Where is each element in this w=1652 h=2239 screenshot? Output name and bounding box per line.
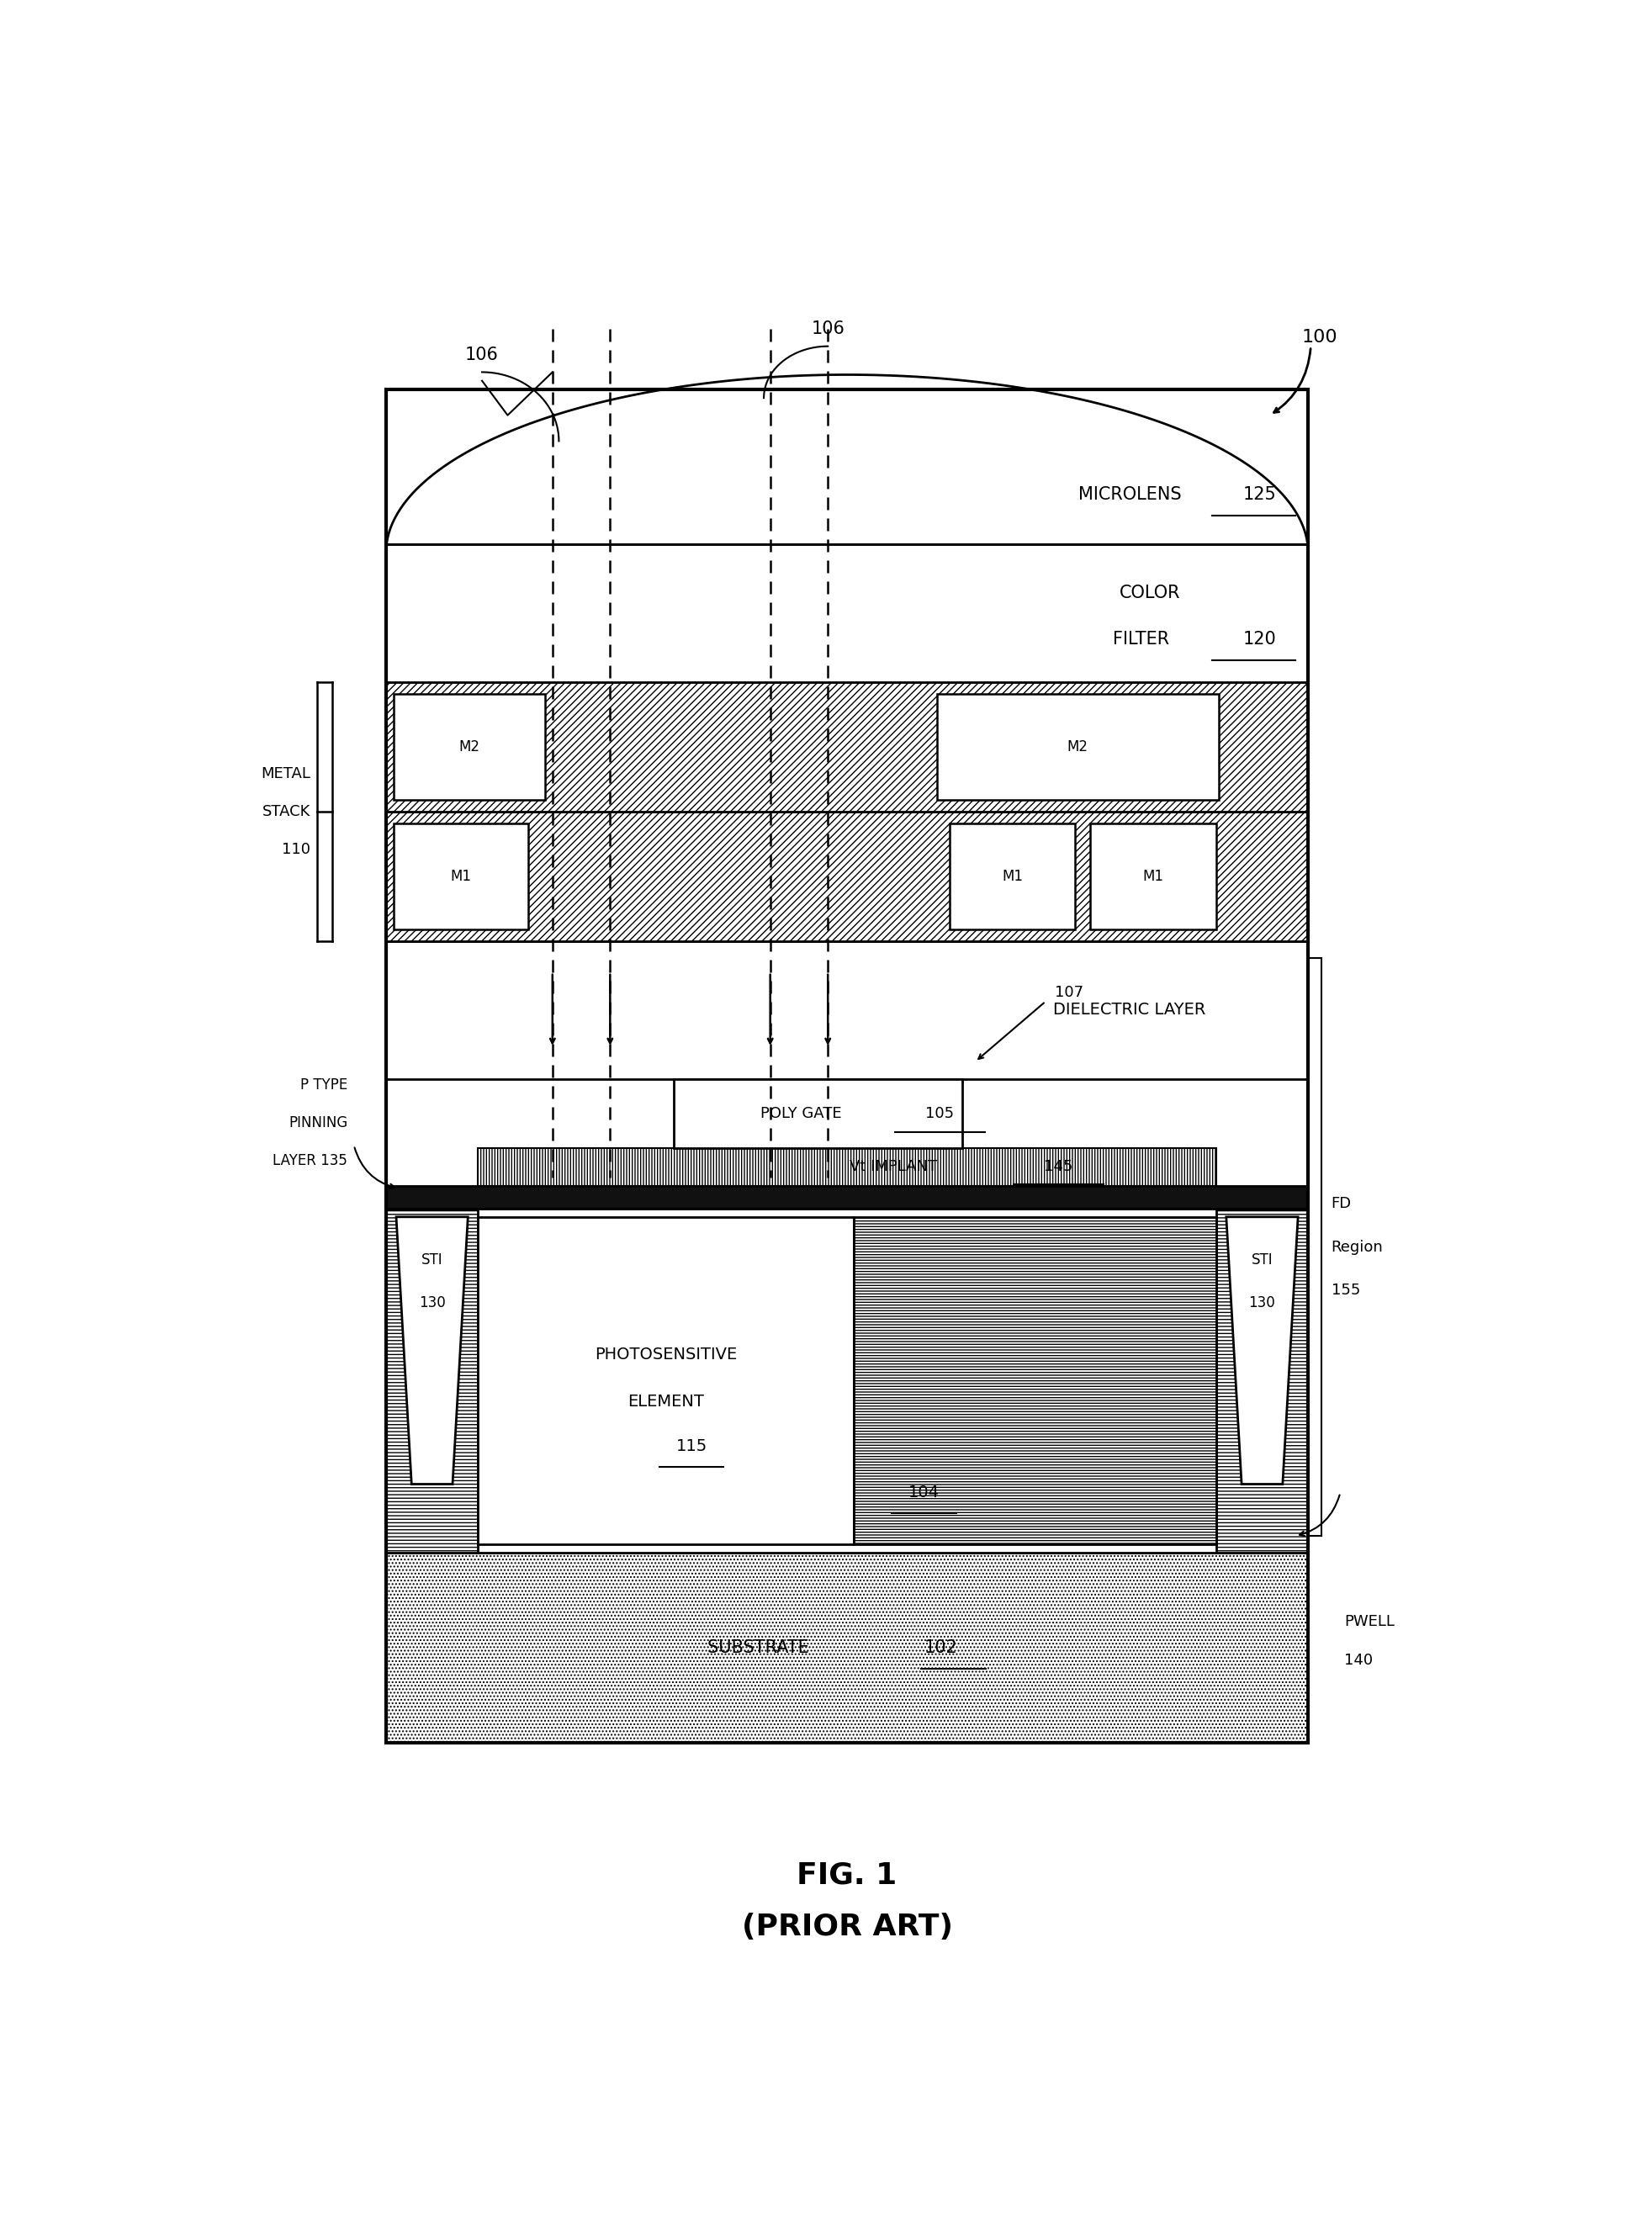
Text: Vt IMPLANT: Vt IMPLANT xyxy=(849,1160,947,1175)
Bar xyxy=(387,1209,1308,1554)
Text: M1: M1 xyxy=(449,869,471,884)
Bar xyxy=(387,813,1308,940)
Text: 105: 105 xyxy=(925,1106,953,1122)
Bar xyxy=(387,1554,1308,1742)
Bar xyxy=(1216,1209,1308,1554)
Text: 120: 120 xyxy=(1242,631,1275,647)
Text: METAL: METAL xyxy=(261,766,311,781)
Text: M2: M2 xyxy=(459,739,479,755)
Text: DIELECTRIC LAYER: DIELECTRIC LAYER xyxy=(1052,1003,1206,1019)
Text: 100: 100 xyxy=(1302,329,1336,347)
Text: 140: 140 xyxy=(1343,1652,1373,1668)
Text: FD: FD xyxy=(1330,1196,1351,1211)
Bar xyxy=(674,1079,961,1149)
Bar xyxy=(393,694,545,799)
Text: 102: 102 xyxy=(923,1639,957,1657)
Text: 115: 115 xyxy=(676,1437,707,1453)
Text: Region: Region xyxy=(1330,1240,1383,1254)
Bar xyxy=(387,940,1308,1079)
Text: LAYER 135: LAYER 135 xyxy=(273,1153,347,1169)
Text: STI: STI xyxy=(1251,1252,1272,1267)
Text: FIG. 1: FIG. 1 xyxy=(796,1861,897,1890)
Text: PWELL: PWELL xyxy=(1343,1614,1394,1630)
Polygon shape xyxy=(387,374,1308,553)
Text: COLOR: COLOR xyxy=(1118,584,1180,602)
Text: STACK: STACK xyxy=(263,804,311,819)
Text: MICROLENS: MICROLENS xyxy=(1079,486,1193,504)
Text: FILTER: FILTER xyxy=(1112,631,1180,647)
Polygon shape xyxy=(396,1218,468,1484)
Bar xyxy=(477,1218,852,1545)
Text: 107: 107 xyxy=(1054,985,1082,1001)
Bar xyxy=(387,683,1308,813)
Text: P TYPE: P TYPE xyxy=(301,1077,347,1093)
Text: 155: 155 xyxy=(1330,1283,1360,1299)
Bar xyxy=(387,544,1308,683)
Text: M1: M1 xyxy=(1001,869,1023,884)
Bar xyxy=(1090,824,1216,929)
Bar xyxy=(387,1187,1308,1209)
Text: 145: 145 xyxy=(1044,1160,1072,1175)
Text: (PRIOR ART): (PRIOR ART) xyxy=(742,1912,952,1941)
Text: 130: 130 xyxy=(418,1296,444,1310)
Text: PINNING: PINNING xyxy=(287,1115,347,1131)
Text: M1: M1 xyxy=(1142,869,1163,884)
Text: M2: M2 xyxy=(1067,739,1087,755)
Text: 110: 110 xyxy=(281,842,311,858)
Text: 106: 106 xyxy=(811,320,844,338)
Text: STI: STI xyxy=(421,1252,443,1267)
Bar xyxy=(393,824,529,929)
Bar xyxy=(387,390,1308,1742)
Text: SUBSTRATE: SUBSTRATE xyxy=(707,1639,819,1657)
Text: 104: 104 xyxy=(909,1484,938,1500)
Bar xyxy=(852,1218,1216,1545)
Bar xyxy=(387,1209,477,1554)
Bar xyxy=(937,694,1218,799)
Text: 130: 130 xyxy=(1249,1296,1275,1310)
Text: 125: 125 xyxy=(1242,486,1275,504)
Polygon shape xyxy=(1226,1218,1297,1484)
Text: 106: 106 xyxy=(464,347,499,363)
Text: PHOTOSENSITIVE: PHOTOSENSITIVE xyxy=(595,1348,737,1364)
Bar xyxy=(477,1149,1216,1187)
Bar xyxy=(948,824,1074,929)
Text: ELEMENT: ELEMENT xyxy=(628,1393,704,1408)
Text: POLY GATE: POLY GATE xyxy=(760,1106,851,1122)
